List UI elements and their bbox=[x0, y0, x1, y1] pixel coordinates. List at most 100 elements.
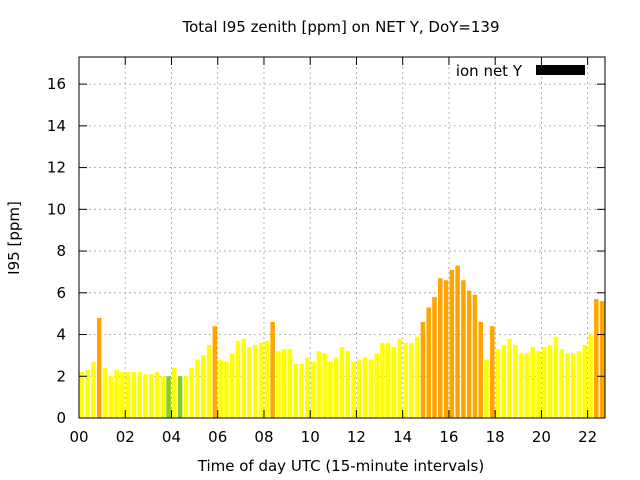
bar bbox=[553, 336, 559, 418]
grid bbox=[79, 57, 605, 418]
bars bbox=[79, 265, 605, 418]
bar bbox=[114, 370, 119, 418]
bar bbox=[305, 357, 310, 418]
bar bbox=[420, 322, 426, 418]
bar bbox=[466, 290, 472, 418]
bar bbox=[443, 280, 449, 418]
bar bbox=[281, 349, 287, 418]
bar bbox=[212, 326, 218, 418]
bar bbox=[85, 370, 90, 418]
bar bbox=[357, 359, 362, 418]
bar bbox=[524, 353, 530, 418]
bar bbox=[391, 347, 397, 418]
bar bbox=[530, 347, 536, 418]
x-tick-label: 06 bbox=[208, 428, 227, 446]
x-axis-label: Time of day UTC (15-minute intervals) bbox=[197, 457, 484, 475]
bar bbox=[172, 367, 177, 418]
bar bbox=[345, 351, 351, 418]
bar bbox=[224, 361, 229, 418]
bar bbox=[247, 347, 252, 418]
x-tick-label: 18 bbox=[486, 428, 505, 446]
bar bbox=[276, 351, 281, 418]
bar bbox=[333, 357, 339, 418]
bar bbox=[409, 342, 414, 418]
bar bbox=[414, 336, 420, 418]
bar bbox=[143, 374, 148, 418]
bar bbox=[241, 338, 246, 418]
bar bbox=[461, 280, 466, 418]
bar bbox=[316, 351, 322, 418]
x-tick-label: 04 bbox=[162, 428, 181, 446]
bar bbox=[432, 296, 437, 418]
x-tick-label: 12 bbox=[347, 428, 366, 446]
bar bbox=[570, 353, 576, 418]
bar bbox=[293, 363, 299, 418]
bar bbox=[472, 294, 478, 418]
legend-label: ion net Y bbox=[456, 62, 523, 80]
bar bbox=[218, 359, 223, 418]
bar bbox=[125, 372, 131, 418]
bar bbox=[594, 299, 599, 418]
bar bbox=[322, 353, 327, 418]
x-tick-label: 00 bbox=[69, 428, 88, 446]
bar bbox=[507, 338, 512, 418]
bar bbox=[189, 367, 194, 418]
bar bbox=[518, 353, 524, 418]
bar bbox=[131, 372, 137, 418]
bar bbox=[542, 347, 547, 418]
bar bbox=[576, 351, 582, 418]
y-tick-label: 14 bbox=[47, 117, 66, 135]
bar bbox=[362, 357, 368, 418]
bar bbox=[374, 353, 379, 418]
bar bbox=[599, 301, 605, 418]
bar bbox=[195, 359, 200, 418]
bar bbox=[253, 344, 258, 418]
y-tick-label: 10 bbox=[47, 200, 66, 218]
bar bbox=[154, 372, 160, 418]
chart-title: Total I95 zenith [ppm] on NET Y, DoY=139 bbox=[181, 18, 499, 36]
bar bbox=[438, 278, 443, 418]
bar bbox=[206, 344, 212, 418]
bar bbox=[582, 344, 588, 418]
bar bbox=[183, 376, 189, 418]
bar bbox=[536, 351, 541, 418]
bar bbox=[351, 361, 356, 418]
bar bbox=[270, 322, 275, 418]
bar bbox=[368, 359, 374, 418]
bar bbox=[264, 340, 270, 418]
bar bbox=[339, 347, 345, 418]
y-tick-label: 6 bbox=[56, 284, 66, 302]
bar bbox=[385, 342, 391, 418]
bar bbox=[148, 374, 154, 418]
x-tick-label: 02 bbox=[116, 428, 135, 446]
x-tick-label: 22 bbox=[578, 428, 597, 446]
y-tick-label: 0 bbox=[56, 409, 66, 427]
x-tick-label: 14 bbox=[393, 428, 412, 446]
bar bbox=[102, 367, 108, 418]
bar bbox=[310, 361, 316, 418]
bar bbox=[380, 342, 385, 418]
bar bbox=[79, 372, 85, 418]
y-tick-label: 8 bbox=[56, 242, 66, 260]
bar bbox=[229, 353, 235, 418]
x-tick-label: 08 bbox=[254, 428, 273, 446]
bar bbox=[120, 372, 125, 418]
plot-frame bbox=[78, 56, 606, 419]
x-tick-label: 10 bbox=[301, 428, 320, 446]
bar bbox=[160, 376, 166, 418]
bar bbox=[166, 376, 171, 418]
bar bbox=[478, 322, 483, 418]
bar bbox=[547, 344, 553, 418]
bar bbox=[559, 349, 564, 418]
x-tick-label: 16 bbox=[439, 428, 458, 446]
bar bbox=[299, 363, 304, 418]
bar bbox=[501, 344, 507, 418]
bar bbox=[201, 355, 206, 418]
bar bbox=[455, 265, 460, 418]
bar bbox=[513, 344, 518, 418]
bar bbox=[403, 342, 408, 418]
bar bbox=[137, 372, 142, 418]
bar bbox=[588, 334, 593, 418]
bar bbox=[565, 353, 570, 418]
